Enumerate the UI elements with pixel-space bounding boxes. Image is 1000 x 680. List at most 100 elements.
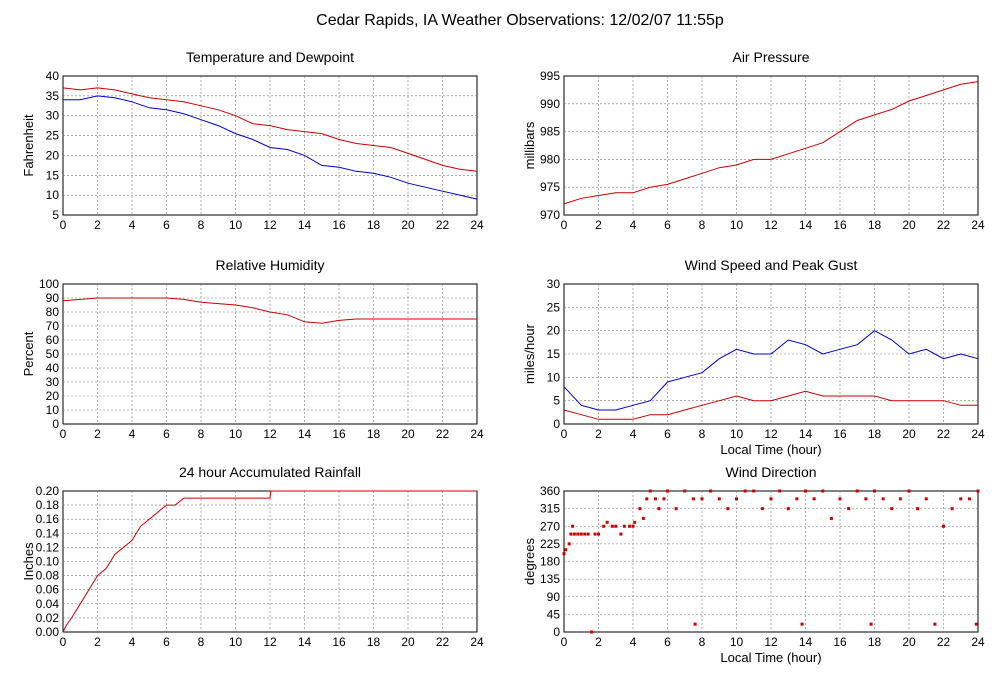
- x-tick-label: 8: [198, 427, 205, 441]
- data-point: [933, 622, 937, 626]
- x-tick-label: 22: [937, 635, 951, 649]
- x-tick-label: 8: [198, 635, 205, 649]
- data-point: [942, 524, 945, 528]
- y-tick-label: 0: [553, 417, 560, 431]
- y-tick-label: 0.08: [36, 569, 60, 583]
- x-tick-label: 24: [470, 218, 484, 232]
- data-point: [586, 532, 590, 536]
- temp-chart: 0 2 4 6 8 10 12 14 16 18 20 22 24510152025303540Temp…: [21, 49, 484, 232]
- y-tick-label: 30: [547, 277, 561, 291]
- data-point: [564, 548, 568, 552]
- x-tick-label: 10: [229, 218, 243, 232]
- x-tick-label: 22: [937, 427, 951, 441]
- x-tick-label: 22: [436, 218, 450, 232]
- data-point: [597, 532, 600, 536]
- data-point: [579, 532, 583, 536]
- x-tick-label: 14: [799, 635, 813, 649]
- y-tick-label: 0.14: [36, 526, 60, 540]
- y-tick-label: 60: [46, 333, 60, 347]
- series-line: [62, 87, 478, 172]
- x-tick-label: 22: [436, 427, 450, 441]
- data-point: [898, 497, 902, 501]
- y-tick-label: 360: [540, 484, 560, 498]
- data-point: [572, 532, 576, 536]
- data-point: [628, 524, 632, 528]
- x-tick-label: 12: [764, 635, 778, 649]
- x-tick-label: 4: [129, 635, 136, 649]
- data-point: [674, 507, 678, 511]
- data-point: [709, 489, 713, 493]
- data-point: [666, 489, 669, 493]
- data-point: [569, 532, 573, 536]
- y-tick-label: 995: [540, 69, 560, 83]
- series-line: [62, 297, 477, 324]
- data-point: [638, 507, 642, 511]
- data-point: [631, 524, 635, 528]
- y-tick-label: 70: [46, 319, 60, 333]
- y-tick-label: 0.06: [36, 583, 60, 597]
- data-point: [800, 622, 804, 626]
- y-tick-label: 30: [46, 109, 60, 123]
- data-point: [662, 497, 666, 501]
- data-point: [562, 552, 566, 556]
- chart-title: Wind Direction: [725, 464, 816, 480]
- y-tick-label: 0.16: [36, 512, 60, 526]
- x-tick-label: 6: [163, 635, 170, 649]
- y-tick-label: 30: [46, 375, 60, 389]
- x-tick-label: 24: [470, 427, 484, 441]
- data-point: [950, 507, 954, 511]
- x-tick-label: 0: [561, 635, 568, 649]
- data-point: [855, 489, 859, 493]
- y-tick-label: 10: [46, 403, 60, 417]
- data-point: [795, 497, 799, 501]
- y-tick-label: 135: [540, 572, 560, 586]
- y-tick-label: 0.20: [36, 484, 60, 498]
- x-tick-label: 10: [730, 218, 744, 232]
- data-point: [735, 497, 738, 501]
- y-tick-label: 90: [46, 291, 60, 305]
- x-tick-label: 6: [163, 218, 170, 232]
- data-point: [590, 630, 594, 634]
- y-tick-label: 80: [46, 305, 60, 319]
- rain-chart: 0 2 4 6 8 10 12 14 16 18 20 22 240.000.020.040.060.0…: [21, 464, 484, 649]
- x-tick-label: 14: [799, 427, 813, 441]
- data-point: [610, 524, 614, 528]
- data-point: [869, 622, 873, 626]
- y-tick-label: 0.04: [36, 597, 60, 611]
- x-tick-label: 2: [595, 427, 602, 441]
- data-point: [576, 532, 580, 536]
- y-tick-label: 5: [553, 394, 560, 408]
- data-point: [812, 497, 816, 501]
- y-axis-label: miles/hour: [522, 323, 537, 384]
- x-tick-label: 20: [902, 635, 916, 649]
- y-tick-label: 970: [540, 208, 560, 222]
- y-tick-label: 15: [547, 347, 561, 361]
- x-tick-label: 12: [263, 427, 277, 441]
- data-point: [760, 507, 764, 511]
- y-tick-label: 975: [540, 180, 560, 194]
- y-axis-label: Percent: [21, 331, 36, 376]
- x-tick-label: 2: [595, 218, 602, 232]
- data-point: [614, 524, 618, 528]
- x-tick-label: 2: [94, 635, 101, 649]
- data-point: [683, 489, 687, 493]
- data-point: [602, 524, 606, 528]
- x-tick-label: 16: [833, 427, 847, 441]
- data-point: [693, 622, 697, 626]
- x-tick-label: 4: [129, 218, 136, 232]
- x-tick-label: 10: [730, 635, 744, 649]
- x-tick-label: 2: [94, 218, 101, 232]
- x-axis-label: Local Time (hour): [720, 650, 821, 665]
- x-tick-label: 18: [367, 427, 381, 441]
- y-tick-label: 0: [52, 417, 59, 431]
- x-tick-label: 2: [595, 635, 602, 649]
- x-tick-label: 14: [799, 218, 813, 232]
- data-point: [605, 520, 609, 524]
- y-tick-label: 20: [46, 148, 60, 162]
- y-tick-label: 15: [46, 168, 60, 182]
- data-point: [593, 532, 597, 536]
- data-point: [881, 497, 885, 501]
- x-tick-label: 16: [833, 635, 847, 649]
- y-tick-label: 0.18: [36, 498, 60, 512]
- chart-title: Relative Humidity: [216, 257, 325, 273]
